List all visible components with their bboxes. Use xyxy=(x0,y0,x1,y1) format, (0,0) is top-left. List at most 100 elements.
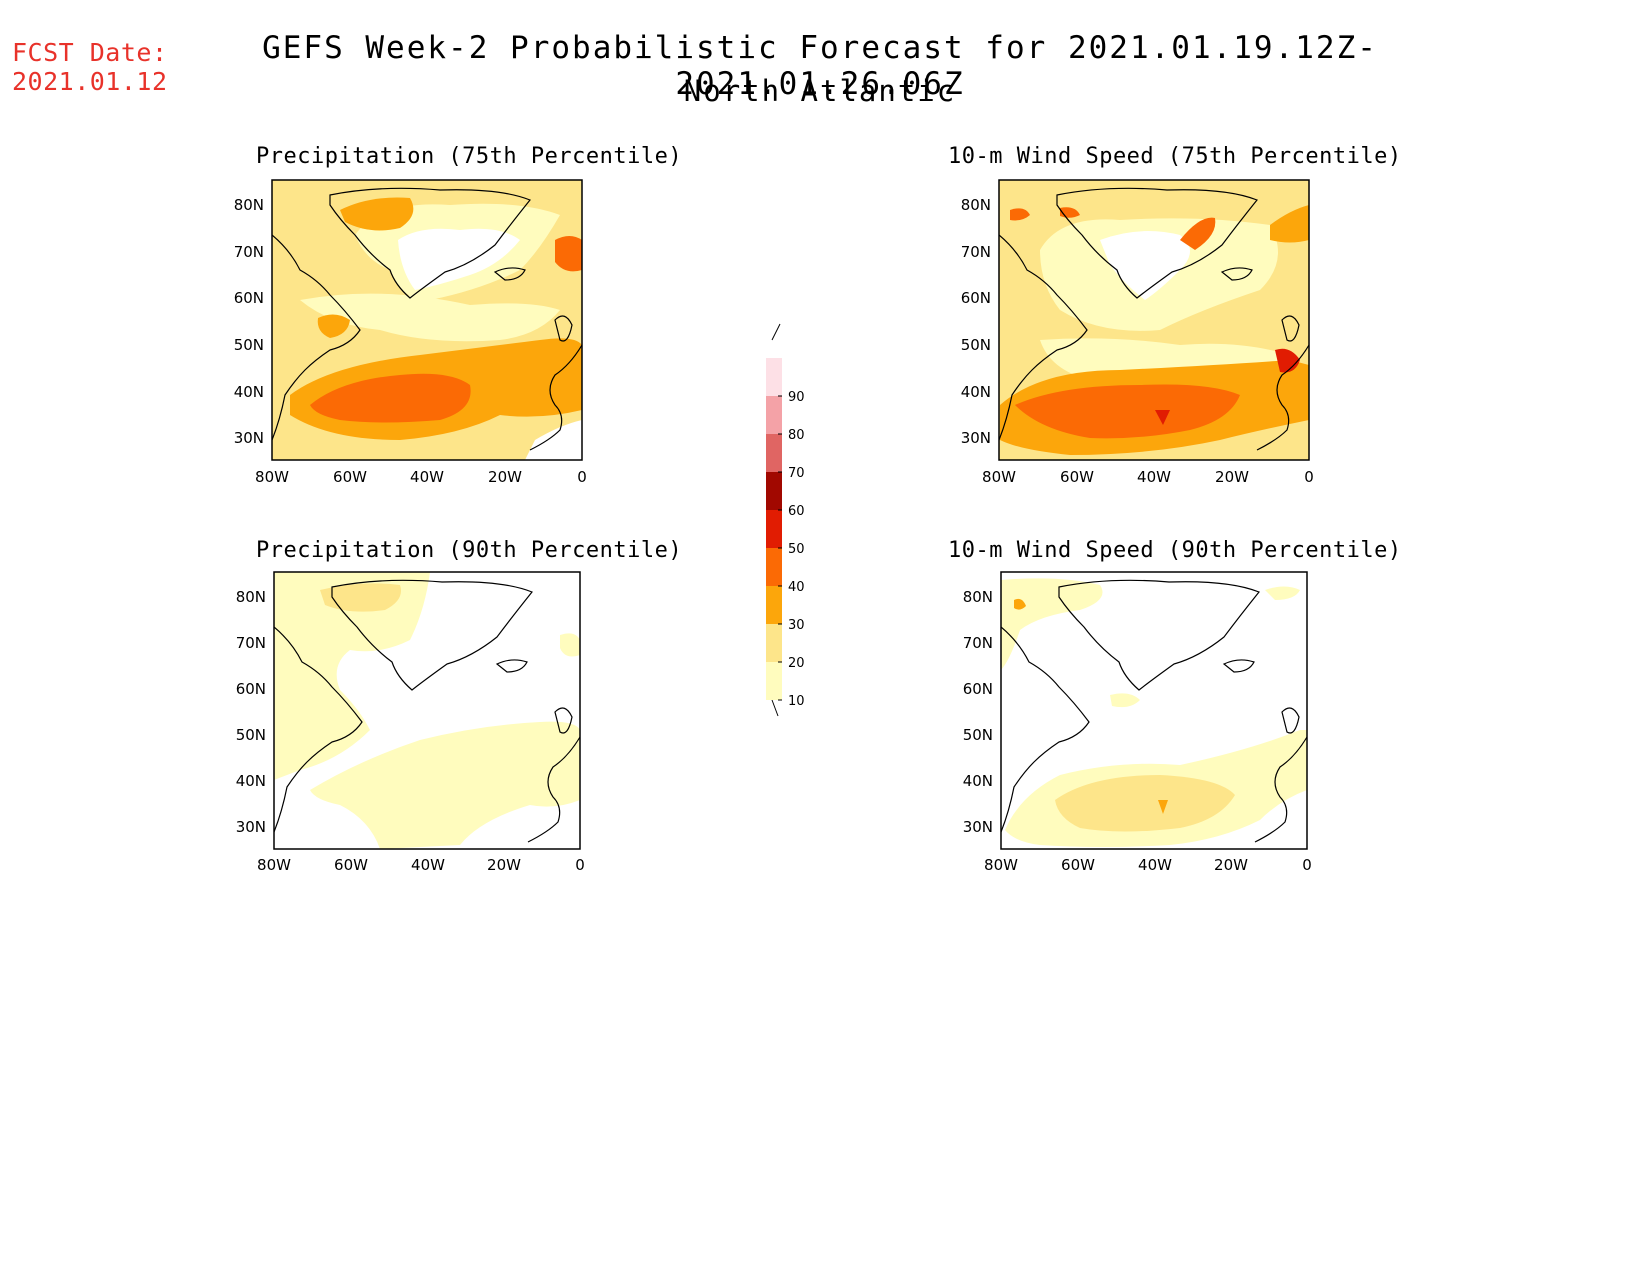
map-panel-wind90: 80N 70N 60N 50N 40N 30N 80W 60W 40W 20W … xyxy=(963,571,1312,874)
colorbar-label-60: 60 xyxy=(788,504,805,519)
precip90-norway-light xyxy=(560,633,580,657)
colorbar-swatch-8 xyxy=(766,358,782,396)
colorbar-swatch-5 xyxy=(766,472,782,510)
colorbar-swatch-2 xyxy=(766,586,782,624)
wind75-greenland-none xyxy=(1100,231,1190,300)
wind90-storm-core xyxy=(1055,775,1235,832)
panel-title-wind75: 10-m Wind Speed (75th Percentile) xyxy=(948,144,1402,169)
precip75-labrador-high xyxy=(317,314,350,338)
wind90-lat-70n: 70N xyxy=(963,634,993,652)
precip90-lon-ticks: 80W 60W 40W 20W 0 xyxy=(257,856,585,874)
precip75-lon-80w: 80W xyxy=(255,468,289,486)
wind75-lon-0: 0 xyxy=(1304,468,1314,486)
precip75-lat-ticks: 80N 70N 60N 50N 40N 30N xyxy=(234,196,264,447)
precip90-lon-20w: 20W xyxy=(487,856,521,874)
wind75-arctic-spot1 xyxy=(1010,208,1030,221)
colorbar-top-arrow xyxy=(771,323,781,341)
precip75-greenland-none xyxy=(398,228,520,290)
wind90-norway-light xyxy=(1265,586,1300,600)
fcst-date-label: FCST Date: xyxy=(12,38,168,67)
panel-title-precip90: Precipitation (90th Percentile) xyxy=(256,538,683,563)
wind90-field xyxy=(1001,572,1307,849)
precip75-field xyxy=(272,180,582,460)
wind75-lon-40w: 40W xyxy=(1137,468,1171,486)
wind90-lon-40w: 40W xyxy=(1138,856,1172,874)
map-panel-precip90: 80N 70N 60N 50N 40N 30N 80W 60W 40W 20W … xyxy=(236,571,585,874)
precip90-field xyxy=(274,572,580,849)
colorbar-label-20: 20 xyxy=(788,656,805,671)
wind75-coastlines xyxy=(999,187,1309,451)
map-panel-precip75: 80N 70N 60N 50N 40N 30N 80W 60W 40W 20W … xyxy=(234,179,587,486)
map-panel-wind75: 80N 70N 60N 50N 40N 30N 80W 60W 40W 20W … xyxy=(961,179,1314,486)
precip90-lat-60n: 60N xyxy=(236,680,266,698)
precip75-lon-0: 0 xyxy=(577,468,587,486)
precip75-storm-core xyxy=(310,373,471,423)
wind90-lat-50n: 50N xyxy=(963,726,993,744)
colorbar-label-10: 10 xyxy=(788,694,805,709)
wind75-lat-70n: 70N xyxy=(961,243,991,261)
wind90-lon-80w: 80W xyxy=(984,856,1018,874)
colorbar-label-90: 90 xyxy=(788,390,805,405)
precip90-coastlines xyxy=(274,579,580,843)
precip90-west-light xyxy=(274,572,430,780)
wind90-lon-ticks: 80W 60W 40W 20W 0 xyxy=(984,856,1312,874)
colorbar-swatch-6 xyxy=(766,434,782,472)
colorbar-label-40: 40 xyxy=(788,580,805,595)
colorbar-label-50: 50 xyxy=(788,542,805,557)
wind75-greenland-tip-high xyxy=(1180,217,1216,250)
wind75-lat-ticks: 80N 70N 60N 50N 40N 30N xyxy=(961,196,991,447)
precip90-lon-60w: 60W xyxy=(334,856,368,874)
main-title: GEFS Week-2 Probabilistic Forecast for 2… xyxy=(262,30,1378,102)
wind75-lon-ticks: 80W 60W 40W 20W 0 xyxy=(982,468,1314,486)
wind90-arctic-spot xyxy=(1014,598,1026,610)
colorbar-label-80: 80 xyxy=(788,428,805,443)
precip75-lon-20w: 20W xyxy=(488,468,522,486)
precip75-lon-60w: 60W xyxy=(333,468,367,486)
wind90-arctic-light xyxy=(1001,578,1103,670)
colorbar-label-70: 70 xyxy=(788,466,805,481)
wind90-peak xyxy=(1158,800,1168,814)
wind75-lon-20w: 20W xyxy=(1215,468,1249,486)
wind75-lon-60w: 60W xyxy=(1060,468,1094,486)
wind90-lat-30n: 30N xyxy=(963,818,993,836)
region-subtitle: North Atlantic xyxy=(683,74,957,108)
panel-title-precip75: Precipitation (75th Percentile) xyxy=(256,144,683,169)
wind75-lat-50n: 50N xyxy=(961,336,991,354)
wind75-lat-40n: 40N xyxy=(961,383,991,401)
wind75-lat-60n: 60N xyxy=(961,289,991,307)
wind90-lon-20w: 20W xyxy=(1214,856,1248,874)
wind75-storm-core xyxy=(1015,384,1240,439)
wind90-lon-0: 0 xyxy=(1302,856,1312,874)
precip75-lat-80n: 80N xyxy=(234,196,264,214)
precip75-norway-high xyxy=(555,236,582,272)
wind75-norway-high xyxy=(1270,205,1309,243)
wind90-lat-ticks: 80N 70N 60N 50N 40N 30N xyxy=(963,588,993,836)
wind75-lat-80n: 80N xyxy=(961,196,991,214)
colorbar-swatch-1 xyxy=(766,624,782,662)
wind75-frame xyxy=(998,179,1310,461)
wind90-frame xyxy=(1000,571,1308,850)
fcst-date-value: 2021.01.12 xyxy=(12,67,168,96)
colorbar-swatch-3 xyxy=(766,548,782,586)
precip75-lat-40n: 40N xyxy=(234,383,264,401)
precip90-lat-70n: 70N xyxy=(236,634,266,652)
precip75-baffin-high xyxy=(340,197,414,231)
forecast-date-block: FCST Date: 2021.01.12 xyxy=(12,38,168,96)
wind90-lon-60w: 60W xyxy=(1061,856,1095,874)
precip90-lat-50n: 50N xyxy=(236,726,266,744)
precip75-lat-60n: 60N xyxy=(234,289,264,307)
panel-title-wind90: 10-m Wind Speed (90th Percentile) xyxy=(948,538,1402,563)
precip90-subtropic-light xyxy=(310,721,580,849)
precip75-midlat-light xyxy=(300,293,560,342)
wind75-lat-30n: 30N xyxy=(961,429,991,447)
wind75-lon-80w: 80W xyxy=(982,468,1016,486)
precip75-lon-40w: 40W xyxy=(410,468,444,486)
precip90-lat-40n: 40N xyxy=(236,772,266,790)
precip90-lat-80n: 80N xyxy=(236,588,266,606)
wind90-lat-80n: 80N xyxy=(963,588,993,606)
precip75-coastlines xyxy=(272,187,582,451)
precip90-lon-40w: 40W xyxy=(411,856,445,874)
wind90-labrador-light xyxy=(1110,693,1140,708)
precip75-frame xyxy=(271,179,583,461)
